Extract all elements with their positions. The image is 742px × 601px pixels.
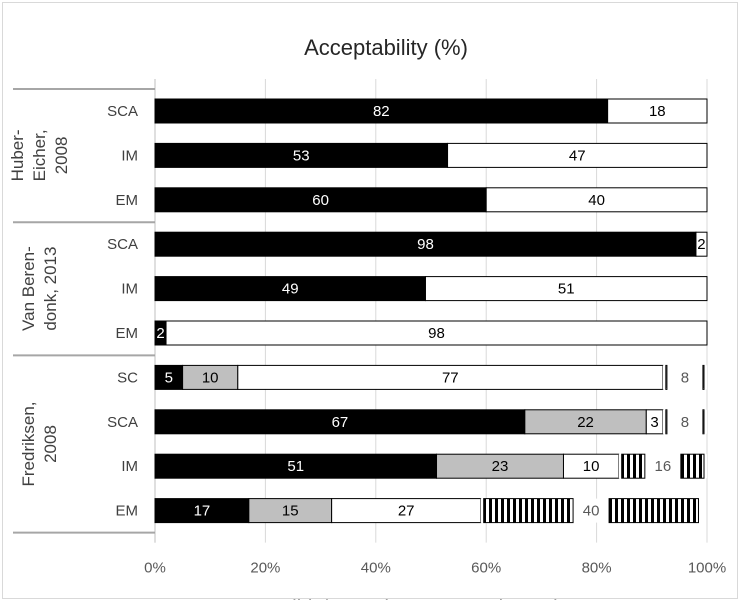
bar-segment-not (695, 231, 708, 257)
x-axis-ticks: 0% 20% 40% 60% 80% 100% (144, 560, 726, 577)
data-label: 98 (417, 236, 434, 253)
bar-segment-do-not-know (662, 365, 707, 390)
data-label: 2 (697, 236, 705, 253)
x-tick-label: 40% (361, 560, 391, 577)
legend-label: do not know (492, 598, 600, 600)
data-label: 51 (287, 458, 304, 475)
bar-segment-yes (154, 98, 609, 124)
data-label: 67 (332, 414, 349, 431)
data-label: 77 (442, 369, 459, 386)
bar-segment-stripes (702, 409, 705, 435)
group-label: Eicher, (30, 129, 49, 181)
bar-segment-possibly-neutral (182, 364, 239, 390)
bar-segment-yes (154, 409, 526, 435)
group-label: Fredriksen, (19, 401, 38, 486)
row-label: IM (121, 281, 138, 298)
row-label: SC (117, 369, 138, 386)
data-label: 47 (569, 147, 586, 164)
group-label: Huber- (8, 129, 27, 181)
bar-segment-stripes (621, 453, 646, 479)
row-label: EM (116, 325, 139, 342)
group-label: 2008 (41, 425, 60, 463)
bar-segment-stripes (680, 453, 705, 479)
row-label: IM (121, 458, 138, 475)
group-label: Van Beren- (19, 246, 38, 331)
x-tick-label: 100% (688, 560, 726, 577)
data-label: 18 (649, 103, 666, 120)
bar-segment-stripes (608, 498, 699, 524)
x-tick-label: 20% (250, 560, 280, 577)
bar-segment-possibly-neutral (524, 409, 647, 435)
data-label: 22 (577, 414, 594, 431)
data-label: 40 (588, 192, 605, 209)
bar-segment-not (607, 98, 708, 124)
data-label: 16 (654, 458, 671, 475)
bar-segment-yes (154, 276, 426, 302)
data-label: 5 (165, 369, 173, 386)
data-label: 15 (282, 503, 299, 520)
legend: yes possibly/neutral not do not know (145, 598, 600, 600)
group-label: 2008 (52, 136, 71, 174)
bar-segment-do-not-know (662, 409, 707, 434)
legend-label: not (415, 598, 443, 600)
row-label: SCA (107, 236, 138, 253)
data-label: 3 (650, 414, 658, 431)
x-tick-label: 60% (471, 560, 501, 577)
bar-segment-not (165, 320, 708, 346)
bar-segment-not (447, 142, 708, 168)
data-label: 17 (194, 503, 211, 520)
data-label: 53 (293, 147, 310, 164)
legend-label: yes (145, 598, 176, 600)
bar-segment-yes (154, 187, 487, 213)
data-label: 49 (282, 281, 299, 298)
data-label: 8 (681, 414, 689, 431)
data-label: 8 (681, 369, 689, 386)
row-label: EM (116, 192, 139, 209)
bar-segment-stripes (665, 409, 668, 435)
bar-segment-possibly-neutral (248, 498, 333, 524)
row-label: IM (121, 147, 138, 164)
row-label: SCA (107, 414, 138, 431)
group-label: donk, 2013 (41, 247, 60, 331)
bar-segment-stripes (483, 498, 574, 524)
data-label: 10 (583, 458, 600, 475)
x-tick-label: 80% (582, 560, 612, 577)
data-label: 51 (558, 281, 575, 298)
row-label: EM (116, 503, 139, 520)
bar-segment-not (424, 276, 708, 302)
bar-segment-not (331, 498, 482, 524)
chart-title: Acceptability (%) (304, 35, 468, 60)
data-label: 98 (428, 325, 445, 342)
data-label: 23 (492, 458, 509, 475)
bar-segment-not (237, 364, 664, 390)
legend-label: possibly/neutral (250, 598, 389, 600)
data-label: 60 (312, 192, 329, 209)
data-label: 2 (156, 325, 164, 342)
data-label: 10 (202, 369, 219, 386)
data-label: 40 (583, 503, 600, 520)
row-label: SCA (107, 103, 138, 120)
bar-segment-stripes (702, 364, 705, 390)
data-label: 82 (373, 103, 390, 120)
bars: 82 18 53 47 60 40 98 2 49 51 2 98 5 10 77 8 67 22 3 8 51 23 10… (154, 98, 708, 524)
bar-segment-yes (154, 498, 250, 524)
bar-segment-yes (154, 231, 697, 257)
bar-segment-not (485, 187, 708, 213)
data-label: 27 (398, 503, 415, 520)
x-tick-label: 0% (144, 560, 166, 577)
bar-segment-stripes (665, 364, 668, 390)
